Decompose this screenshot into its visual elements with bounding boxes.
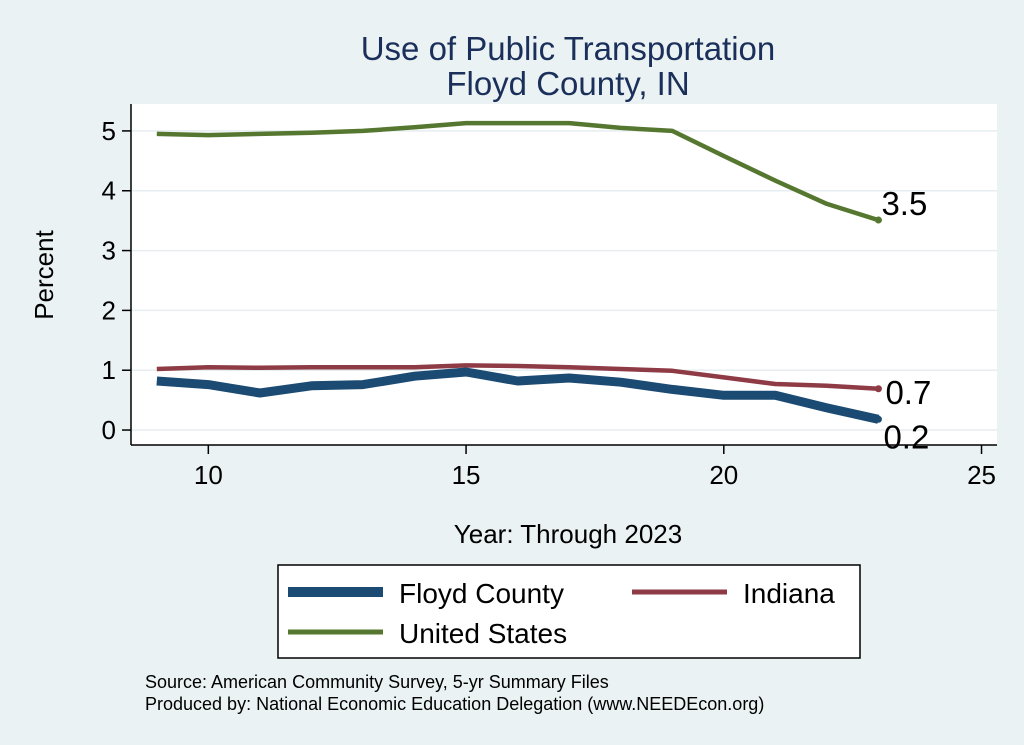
y-tick-label-3: 3 — [102, 236, 116, 266]
end-label-floyd-county: 0.2 — [883, 418, 929, 455]
legend-label-indiana: Indiana — [743, 578, 835, 609]
source-note: Source: American Community Survey, 5-yr … — [145, 672, 609, 692]
gridlines — [131, 130, 997, 431]
y-axis-label: Percent — [29, 229, 59, 319]
x-tick-label-25: 25 — [967, 460, 996, 490]
end-label-united-states: 3.5 — [881, 185, 927, 222]
chart-title-line-2: Floyd County, IN — [446, 65, 689, 102]
series-lines — [156, 120, 880, 424]
x-tick-label-20: 20 — [709, 460, 738, 490]
y-tick-label-0: 0 — [102, 415, 116, 445]
producer-note: Produced by: National Economic Education… — [145, 694, 764, 714]
x-tick-label-10: 10 — [194, 460, 223, 490]
series-line-indiana — [156, 363, 879, 392]
legend-label-united-states: United States — [399, 618, 567, 649]
x-tick-label-15: 15 — [452, 460, 481, 490]
end-point-indiana — [874, 385, 882, 393]
legend: Floyd County Indiana United States — [277, 564, 861, 659]
end-labels: 3.5 0.7 0.2 — [874, 185, 931, 455]
series-line-united-states — [156, 120, 880, 223]
series-line-floyd-county — [156, 367, 880, 424]
end-label-indiana: 0.7 — [885, 374, 931, 411]
chart-title-line-1: Use of Public Transportation — [361, 30, 776, 67]
y-tick-label-2: 2 — [102, 295, 116, 325]
end-point-united-states — [874, 216, 882, 224]
y-tick-label-4: 4 — [102, 176, 116, 206]
x-axis-label: Year: Through 2023 — [454, 519, 682, 549]
axes: 0 1 2 3 4 5 10 15 20 25 — [102, 104, 997, 490]
end-point-floyd-county — [874, 415, 882, 423]
y-tick-label-1: 1 — [102, 355, 116, 385]
y-tick-label-5: 5 — [102, 116, 116, 146]
legend-box — [277, 564, 861, 659]
legend-label-floyd-county: Floyd County — [399, 578, 564, 609]
